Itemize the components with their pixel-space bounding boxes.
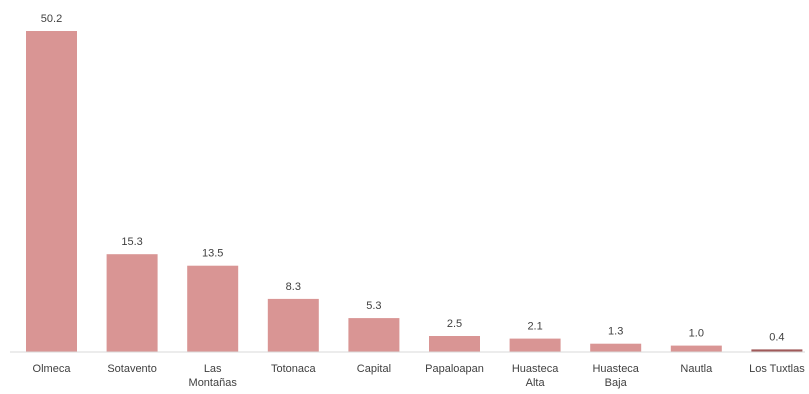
bar-8 (670, 345, 722, 352)
value-labels-group: 50.2 15.3 13.5 8.3 5.3 2.5 2.1 1.3 1.0 0.4 (41, 13, 785, 343)
category-label-1: Sotavento (107, 363, 157, 375)
bar-2 (187, 265, 239, 352)
bar-7 (590, 343, 642, 352)
bar-9 (751, 349, 803, 352)
category-label-line: Nautla (680, 363, 713, 375)
bar-3 (267, 298, 319, 352)
category-label-5: Papaloapan (425, 363, 484, 375)
category-label-line: Olmeca (33, 363, 72, 375)
value-label-6: 2.1 (527, 321, 542, 333)
category-label-3: Totonaca (271, 363, 317, 375)
category-label-line: Papaloapan (425, 363, 484, 375)
value-label-5: 2.5 (447, 318, 462, 330)
category-label-8: Nautla (680, 363, 713, 375)
category-label-line: Totonaca (271, 363, 317, 375)
value-label-8: 1.0 (689, 328, 704, 340)
category-label-line: Los Tuxtlas (749, 363, 805, 375)
value-label-7: 1.3 (608, 326, 623, 338)
category-label-7: Huasteca Baja (592, 363, 639, 389)
category-label-line: Huasteca (512, 363, 559, 375)
value-label-4: 5.3 (366, 300, 381, 312)
bar-5 (429, 336, 480, 352)
category-label-line: Capital (357, 363, 391, 375)
category-label-0: Olmeca (33, 363, 72, 375)
category-label-line: Montañas (189, 377, 238, 389)
category-label-line: Sotavento (107, 363, 157, 375)
category-label-line: Alta (526, 377, 546, 389)
value-label-0: 50.2 (41, 13, 62, 25)
value-label-9: 0.4 (769, 331, 784, 343)
category-label-line: Baja (605, 377, 628, 389)
value-label-2: 13.5 (202, 248, 223, 260)
bar-4 (348, 318, 400, 352)
category-label-9: Los Tuxtlas (749, 363, 805, 375)
bar-6 (509, 338, 561, 352)
bars-group (26, 31, 803, 352)
category-label-2: Las Montañas (189, 363, 238, 389)
category-label-line: Las (204, 363, 222, 375)
value-label-3: 8.3 (286, 281, 301, 293)
bar-0 (26, 31, 77, 352)
category-label-4: Capital (357, 363, 391, 375)
category-labels-group: Olmeca Sotavento Las Montañas Totonaca Capita… (33, 363, 806, 389)
bar-1 (106, 254, 158, 352)
category-label-6: Huasteca Alta (512, 363, 559, 389)
value-label-1: 15.3 (121, 236, 142, 248)
category-label-line: Huasteca (592, 363, 639, 375)
